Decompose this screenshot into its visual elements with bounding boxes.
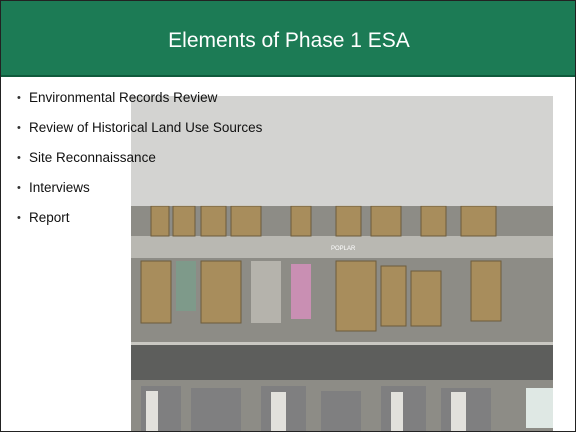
bullet: Environmental Records Review (29, 83, 262, 113)
bullet-list: Environmental Records Review Review of H… (15, 83, 262, 233)
slide: Elements of Phase 1 ESA POPLAR (0, 0, 576, 432)
header: Elements of Phase 1 ESA (1, 1, 576, 77)
bullet: Interviews (29, 173, 262, 203)
bullet: Report (29, 203, 262, 233)
slide-title: Elements of Phase 1 ESA (1, 29, 576, 53)
bullet: Site Reconnaissance (29, 143, 262, 173)
bullet: Review of Historical Land Use Sources (29, 113, 262, 143)
street-label: POPLAR (331, 246, 356, 252)
